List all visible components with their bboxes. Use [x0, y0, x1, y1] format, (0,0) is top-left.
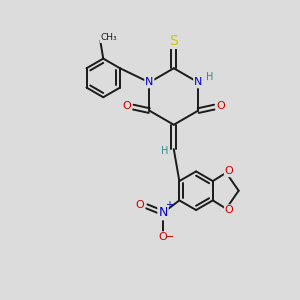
Text: N: N	[145, 77, 154, 87]
Text: −: −	[165, 232, 174, 242]
Text: H: H	[206, 72, 213, 82]
Text: H: H	[161, 146, 169, 156]
Text: S: S	[169, 34, 178, 48]
Text: O: O	[136, 200, 145, 210]
Text: N: N	[194, 77, 202, 87]
Text: N: N	[158, 206, 168, 219]
Text: +: +	[166, 200, 173, 209]
Text: CH₃: CH₃	[100, 33, 117, 42]
Text: O: O	[123, 100, 131, 111]
Text: O: O	[225, 166, 233, 176]
Text: O: O	[225, 205, 233, 215]
Text: O: O	[159, 232, 167, 242]
Text: O: O	[216, 100, 225, 111]
